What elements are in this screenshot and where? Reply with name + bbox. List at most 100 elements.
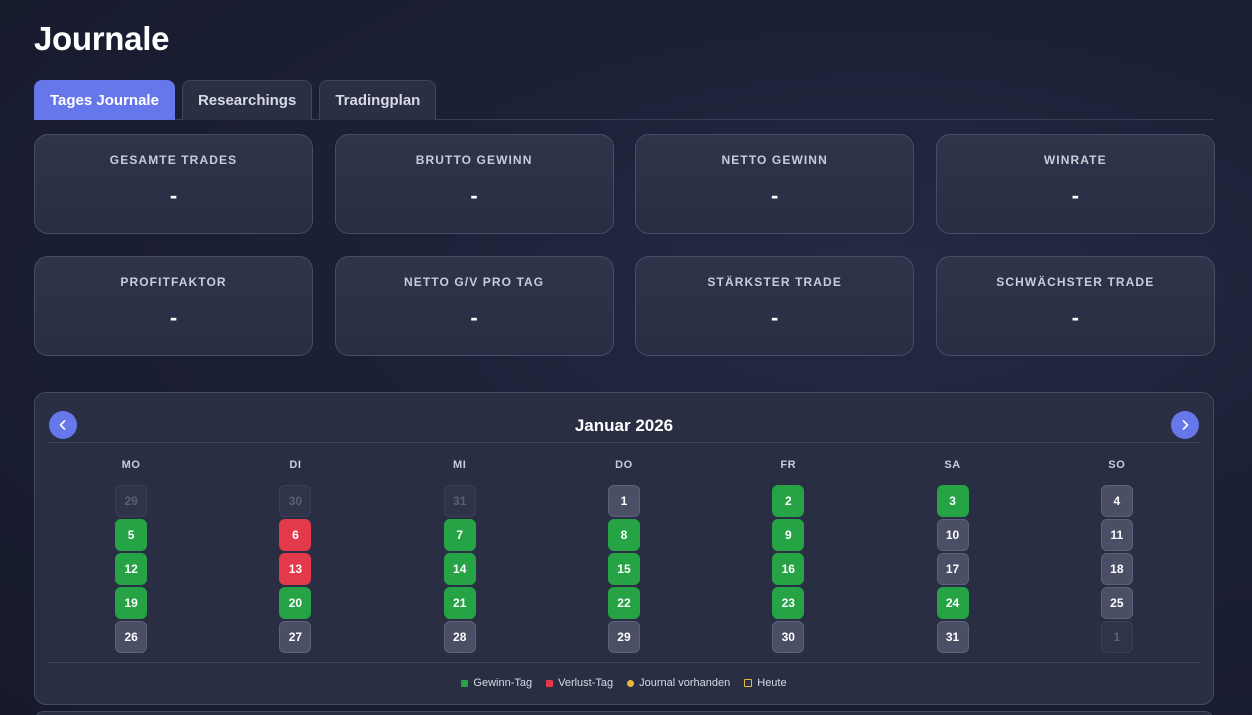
calendar-cell: 27 <box>213 621 377 655</box>
calendar-day[interactable]: 5 <box>115 519 148 551</box>
calendar-cell: 5 <box>49 519 213 553</box>
tab-tages-journale[interactable]: Tages Journale <box>34 80 175 120</box>
calendar-cell: 3 <box>870 485 1034 519</box>
calendar-cell: 25 <box>1035 587 1199 621</box>
prev-month-button[interactable] <box>49 411 77 439</box>
calendar-day[interactable]: 1 <box>607 485 640 517</box>
weekday-header: MI <box>452 459 467 471</box>
calendar-day[interactable]: 15 <box>607 553 640 585</box>
tab-bar: Tages Journale Researchings Tradingplan <box>34 80 1214 120</box>
legend-item-verlust-tag: Verlust-Tag <box>546 677 613 689</box>
calendar-day: 1 <box>1100 621 1133 653</box>
calendar-day[interactable]: 23 <box>772 587 805 619</box>
calendar-day: 29 <box>115 485 148 517</box>
calendar-cell: 31 <box>378 485 542 519</box>
calendar-day[interactable]: 24 <box>936 587 969 619</box>
stat-value: - <box>771 305 779 330</box>
stat-card-staerkster-trade: STÄRKSTER TRADE - <box>635 256 915 356</box>
stat-card-schwaechster-trade: SCHWÄCHSTER TRADE - <box>935 256 1215 356</box>
calendar-cell: 4 <box>1035 485 1199 519</box>
calendar-day[interactable]: 29 <box>607 621 640 653</box>
calendar-day[interactable]: 18 <box>1100 553 1133 585</box>
calendar-day[interactable]: 17 <box>936 553 969 585</box>
calendar-day[interactable]: 3 <box>936 485 969 517</box>
calendar-day[interactable]: 12 <box>115 553 148 585</box>
stat-label: SCHWÄCHSTER TRADE <box>996 275 1155 289</box>
weekday-header: DO <box>615 459 633 471</box>
calendar-day[interactable]: 14 <box>443 553 476 585</box>
calendar-day[interactable]: 10 <box>936 519 969 551</box>
next-month-button[interactable] <box>1171 411 1199 439</box>
stat-label: NETTO G/V PRO TAG <box>403 275 545 289</box>
stat-label: WINRATE <box>1043 153 1107 167</box>
calendar-cell: 17 <box>870 553 1034 587</box>
calendar-cell: 16 <box>706 553 870 587</box>
legend-item-heute: Heute <box>744 677 787 689</box>
calendar-cell: 22 <box>542 587 706 621</box>
calendar-cell: 15 <box>542 553 706 587</box>
calendar-cell: 29 <box>49 485 213 519</box>
calendar-cell: 31 <box>870 621 1034 655</box>
weekday-header: SO <box>1108 459 1126 471</box>
calendar-day[interactable]: 4 <box>1100 485 1133 517</box>
chevron-left-icon <box>59 420 66 430</box>
calendar-cell: 29 <box>542 621 706 655</box>
weekday-header: SA <box>944 459 961 471</box>
legend-label: Gewinn-Tag <box>473 677 533 689</box>
calendar-day[interactable]: 26 <box>115 621 148 653</box>
next-panel-edge <box>34 711 1214 715</box>
calendar-day[interactable]: 2 <box>772 485 805 517</box>
calendar-cell: 23 <box>706 587 870 621</box>
calendar-day[interactable]: 16 <box>772 553 805 585</box>
calendar-day[interactable]: 28 <box>443 621 476 653</box>
stat-label: PROFITFAKTOR <box>120 275 227 289</box>
calendar-day[interactable]: 22 <box>607 587 640 619</box>
calendar-day[interactable]: 31 <box>936 621 969 653</box>
stat-value: - <box>1071 183 1079 208</box>
calendar-day[interactable]: 6 <box>279 519 312 551</box>
calendar-day[interactable]: 30 <box>772 621 805 653</box>
stat-card-brutto-gewinn: BRUTTO GEWINN - <box>334 134 614 234</box>
tab-researchings[interactable]: Researchings <box>181 80 313 120</box>
calendar-cell: 14 <box>378 553 542 587</box>
calendar-day[interactable]: 20 <box>279 587 312 619</box>
calendar-cell: 24 <box>870 587 1034 621</box>
calendar-day[interactable]: 7 <box>443 519 476 551</box>
tab-tradingplan[interactable]: Tradingplan <box>319 80 437 120</box>
stat-label: NETTO GEWINN <box>721 153 828 167</box>
calendar-cell: 1 <box>1035 621 1199 655</box>
calendar-cell: 10 <box>870 519 1034 553</box>
calendar-day: 30 <box>279 485 312 517</box>
calendar-cell: 21 <box>378 587 542 621</box>
calendar-cell: 1 <box>542 485 706 519</box>
calendar-month-title: Januar 2026 <box>574 416 674 435</box>
calendar-cell: 13 <box>213 553 377 587</box>
calendar-day[interactable]: 13 <box>279 553 312 585</box>
weekday-header: FR <box>780 459 797 471</box>
stat-value: - <box>1071 305 1079 330</box>
calendar-cell: 12 <box>49 553 213 587</box>
calendar-day[interactable]: 25 <box>1100 587 1133 619</box>
stat-label: STÄRKSTER TRADE <box>707 275 842 289</box>
stat-card-winrate: WINRATE - <box>935 134 1215 234</box>
calendar-day[interactable]: 27 <box>279 621 312 653</box>
calendar-day[interactable]: 19 <box>115 587 148 619</box>
legend-item-journal-vorhanden: Journal vorhanden <box>627 677 730 689</box>
calendar-day[interactable]: 8 <box>607 519 640 551</box>
calendar-day[interactable]: 9 <box>772 519 805 551</box>
stat-value: - <box>470 305 478 330</box>
legend-label: Heute <box>757 677 787 689</box>
stat-value: - <box>169 305 178 330</box>
stat-label: BRUTTO GEWINN <box>415 153 533 167</box>
calendar-cell: 28 <box>378 621 542 655</box>
calendar-day[interactable]: 11 <box>1100 519 1133 551</box>
calendar-day[interactable]: 21 <box>443 587 476 619</box>
stat-value: - <box>771 183 779 208</box>
calendar-cell: 19 <box>49 587 213 621</box>
stat-card-profitfaktor: PROFITFAKTOR - <box>34 256 313 356</box>
stats-grid: GESAMTE TRADES - BRUTTO GEWINN - NETTO G… <box>34 134 1215 356</box>
calendar-cell: 9 <box>706 519 870 553</box>
calendar-header: Januar 2026 <box>49 410 1199 443</box>
calendar-legend: Gewinn-Tag Verlust-Tag Journal vorhanden… <box>49 662 1199 689</box>
calendar-grid: MO DI MI DO FR SA SO 29 30 31 1 2 3 4 5 6 7 8 9 10 11… <box>49 459 1199 655</box>
